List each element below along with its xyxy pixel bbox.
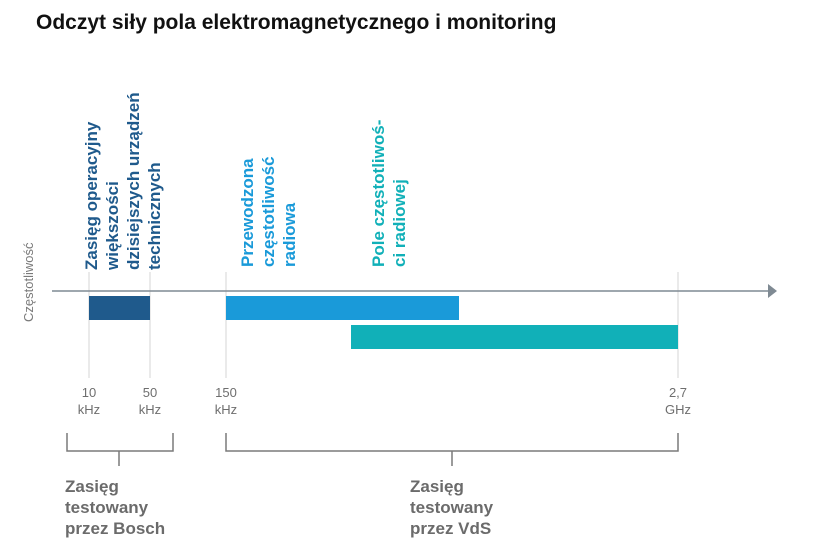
tick-50khz-unit: kHz <box>139 402 161 417</box>
y-axis-label: Częstotliwość <box>21 242 36 322</box>
bracket-label-bosch-line: przez Bosch <box>65 519 165 538</box>
tick-10khz-unit: kHz <box>78 402 100 417</box>
bracket-vds <box>225 433 679 466</box>
bracket-vds-shape <box>225 433 679 466</box>
label-rf-field-line: ci radiowej <box>390 179 409 267</box>
tick-150khz-value: 150 <box>215 385 237 400</box>
label-conducted-rf-line: radiowa <box>280 202 299 267</box>
bracket-label-bosch-line: testowany <box>65 498 149 517</box>
label-operating-range-line: dzisiejszych urządzeń <box>124 92 143 270</box>
label-operating-range-line: większości <box>103 181 122 271</box>
band-rf-field <box>351 325 678 349</box>
bracket-label-vds-line: Zasięg <box>410 477 464 496</box>
tick-2-7ghz-unit: GHz <box>665 402 691 417</box>
tick-150khz-unit: kHz <box>215 402 237 417</box>
axis-arrow-icon <box>768 284 777 298</box>
bracket-label-vds: Zasięg testowany przez VdS <box>410 477 498 538</box>
diagram-title: Odczyt siły pola elektromagnetycznego i … <box>36 11 556 34</box>
tick-2-7ghz-value: 2,7 <box>669 385 687 400</box>
label-conducted-rf: Przewodzona częstotliwość radiowa <box>238 152 299 267</box>
label-conducted-rf-line: częstotliwość <box>259 156 278 267</box>
label-rf-field: Pole częstotliwoś- ci radiowej <box>369 115 409 267</box>
tick-50khz-value: 50 <box>143 385 157 400</box>
bands <box>89 296 678 349</box>
band-operating-range <box>89 296 150 320</box>
tick-10khz-value: 10 <box>82 385 96 400</box>
label-operating-range: Zasięg operacyjny większości dzisiejszyc… <box>82 88 164 271</box>
bracket-bosch-shape <box>66 433 174 466</box>
band-conducted-rf <box>226 296 459 320</box>
bracket-label-bosch: Zasięg testowany przez Bosch <box>65 477 165 538</box>
label-operating-range-line: technicznych <box>145 162 164 270</box>
label-conducted-rf-line: Przewodzona <box>238 158 257 267</box>
bracket-label-bosch-line: Zasięg <box>65 477 119 496</box>
label-rf-field-line: Pole częstotliwoś- <box>369 120 388 267</box>
label-operating-range-line: Zasięg operacyjny <box>82 121 101 270</box>
bracket-label-vds-line: przez VdS <box>410 519 491 538</box>
tick-labels: 10 kHz 50 kHz 150 kHz 2,7 GHz <box>78 385 691 417</box>
bracket-bosch <box>66 433 174 466</box>
bracket-label-vds-line: testowany <box>410 498 494 517</box>
frequency-axis <box>52 284 777 298</box>
